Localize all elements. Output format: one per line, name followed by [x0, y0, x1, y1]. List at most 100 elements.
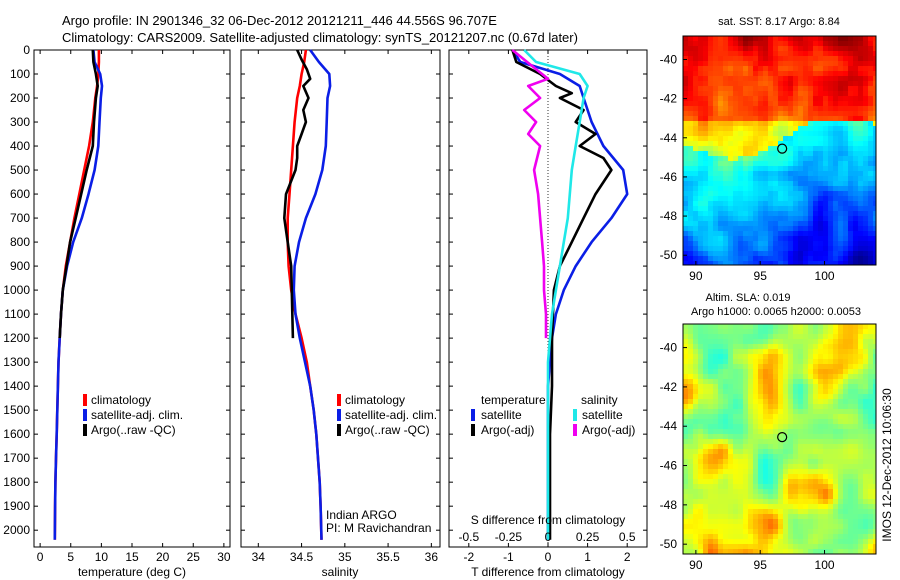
sst_map-cell — [758, 261, 764, 265]
sst_map-cell — [808, 196, 814, 202]
sst_map-cell — [838, 176, 844, 182]
sst_map-cell — [858, 111, 864, 117]
sla_map-cell — [738, 549, 744, 554]
sla_map-cell — [693, 504, 699, 510]
sst_map-cell — [808, 156, 814, 162]
sla_map-cell — [823, 499, 829, 505]
sla_map-cell — [813, 514, 819, 520]
sla_map-cell — [733, 379, 739, 385]
sla_map-cell — [783, 334, 789, 340]
sla_map-cell — [748, 329, 754, 335]
sst_map-cell — [743, 261, 749, 265]
sla_map-cell — [863, 449, 869, 455]
sst_map-cell — [823, 131, 829, 137]
sla_map-cell — [813, 354, 819, 360]
sla_map-cell — [738, 474, 744, 480]
sla_map-cell — [728, 504, 734, 510]
sst_map-cell — [763, 151, 769, 157]
sst_map-cell — [728, 186, 734, 192]
sst_map-cell — [813, 251, 819, 257]
sst_map-cell — [748, 131, 754, 137]
sla_map-cell — [773, 359, 779, 365]
sst_map-cell — [733, 61, 739, 67]
sst_map-cell — [703, 56, 709, 62]
sla_map-cell — [868, 464, 874, 470]
sst_map-cell — [713, 111, 719, 117]
sst_map-cell — [848, 221, 854, 227]
sla_map-cell — [823, 504, 829, 510]
sla_map-cell — [768, 354, 774, 360]
sst_map-cell — [713, 146, 719, 152]
sst_map-cell — [688, 146, 694, 152]
sst_map-cell — [803, 256, 809, 262]
sst_map-cell — [703, 41, 709, 47]
sst_map-cell — [688, 116, 694, 122]
sla_map-cell — [758, 534, 764, 540]
sla_map-cell — [838, 339, 844, 345]
sla_map-cell — [823, 374, 829, 380]
sst_map-cell — [763, 236, 769, 242]
sla_map-cell — [853, 434, 859, 440]
sst_map-cell — [813, 56, 819, 62]
sla_map-cell — [703, 499, 709, 505]
sst_map-cell — [793, 116, 799, 122]
sla_map-cell — [693, 424, 699, 430]
sla_map-cell — [873, 474, 876, 480]
sst_map-cell — [748, 206, 754, 212]
sla_map-cell — [718, 534, 724, 540]
sla_map-cell — [818, 509, 824, 515]
sla_map-cell — [828, 459, 834, 465]
sla_map-cell — [833, 369, 839, 375]
sla_map-cell — [813, 329, 819, 335]
sst_map-cell — [713, 51, 719, 57]
sla_map-cell — [708, 379, 714, 385]
sst_map-cell — [763, 126, 769, 132]
sla_map-cell — [768, 489, 774, 495]
sla_map-cell — [773, 524, 779, 530]
sla_map-cell — [693, 329, 699, 335]
sla_map-cell — [738, 484, 744, 490]
sst_map-cell — [728, 246, 734, 252]
sst_map-cell — [848, 126, 854, 132]
sst_map-cell — [833, 131, 839, 137]
sla_map-cell — [763, 459, 769, 465]
sla_map-cell — [788, 539, 794, 545]
sst_map-cell — [783, 131, 789, 137]
sst_map-cell — [808, 71, 814, 77]
sst_map-cell — [748, 126, 754, 132]
sst_map-cell — [768, 61, 774, 67]
sla_map-cell — [838, 324, 844, 330]
sla_map-cell — [778, 469, 784, 475]
sst_map-cell — [803, 131, 809, 137]
sst_map-cell — [838, 81, 844, 87]
sla_map-cell — [683, 484, 689, 490]
sst_map-cell — [708, 146, 714, 152]
sst_map-cell — [738, 46, 744, 52]
sst_map-cell — [843, 241, 849, 247]
sla_map-cell — [858, 444, 864, 450]
sla_map-cell — [733, 439, 739, 445]
sst_map-cell — [713, 66, 719, 72]
sla_map-cell — [698, 544, 704, 550]
sla_map-cell — [698, 494, 704, 500]
temperature-xlabel: temperature (deg C) — [78, 565, 186, 579]
sla_map-cell — [738, 464, 744, 470]
sla_map-cell — [873, 509, 876, 515]
sst_map-cell — [728, 201, 734, 207]
sla_map-cell — [703, 434, 709, 440]
sla_map-cell — [763, 334, 769, 340]
sla_map-cell — [768, 469, 774, 475]
sla_map-cell — [703, 404, 709, 410]
sst_map-cell — [763, 191, 769, 197]
sst_map-cell — [793, 96, 799, 102]
sla_map-cell — [748, 504, 754, 510]
sst_map-cell — [853, 86, 859, 92]
sst_map-cell — [688, 66, 694, 72]
sst_map-cell — [723, 201, 729, 207]
sst_map-cell — [748, 161, 754, 167]
sla_map-cell — [723, 424, 729, 430]
sla_map-cell — [773, 389, 779, 395]
sst_map-cell — [808, 41, 814, 47]
sla_map-cell — [873, 469, 876, 475]
sla_map-cell — [803, 479, 809, 485]
